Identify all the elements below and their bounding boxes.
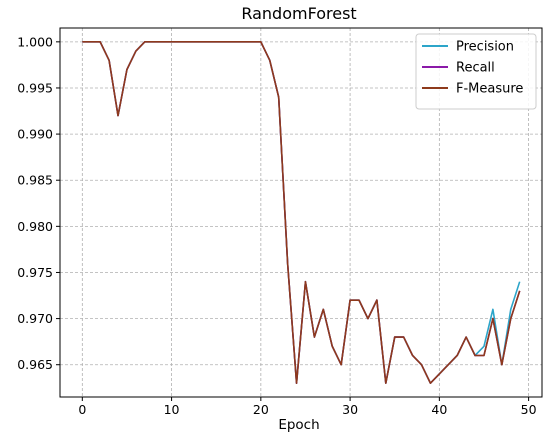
legend-label: F-Measure bbox=[456, 82, 523, 97]
x-tick-label: 50 bbox=[521, 402, 537, 417]
y-tick-label: 0.965 bbox=[17, 357, 53, 372]
x-axis-label: Epoch bbox=[278, 417, 319, 433]
y-tick-label: 1.000 bbox=[17, 34, 53, 49]
x-tick-label: 0 bbox=[78, 402, 86, 417]
x-tick-label: 40 bbox=[431, 402, 447, 417]
legend-label: Precision bbox=[456, 40, 514, 55]
series-lines bbox=[82, 41, 521, 384]
x-tick-label: 20 bbox=[253, 402, 269, 417]
y-tick-label: 0.970 bbox=[17, 311, 53, 326]
plot-frame bbox=[59, 27, 543, 398]
y-tick-label: 0.985 bbox=[17, 173, 53, 188]
y-tick-label: 0.990 bbox=[17, 127, 53, 142]
chart-title: RandomForest bbox=[241, 4, 356, 23]
x-tick-label: 10 bbox=[164, 402, 180, 417]
x-tick-label: 30 bbox=[342, 402, 358, 417]
y-tick-label: 0.995 bbox=[17, 80, 53, 95]
y-tick-label: 0.980 bbox=[17, 219, 53, 234]
x-axis-ticks: 0 10 20 30 40 50 bbox=[78, 397, 537, 417]
y-axis-ticks: 0.965 0.970 0.975 0.980 0.985 0.990 0.995 1.000 bbox=[17, 34, 60, 372]
legend-label: Recall bbox=[456, 61, 495, 76]
y-tick-label: 0.975 bbox=[17, 265, 53, 280]
legend: Precision Recall F-Measure bbox=[415, 33, 537, 110]
series-line-f-measure bbox=[82, 41, 521, 384]
legend-box bbox=[415, 33, 537, 110]
grid bbox=[60, 28, 542, 397]
